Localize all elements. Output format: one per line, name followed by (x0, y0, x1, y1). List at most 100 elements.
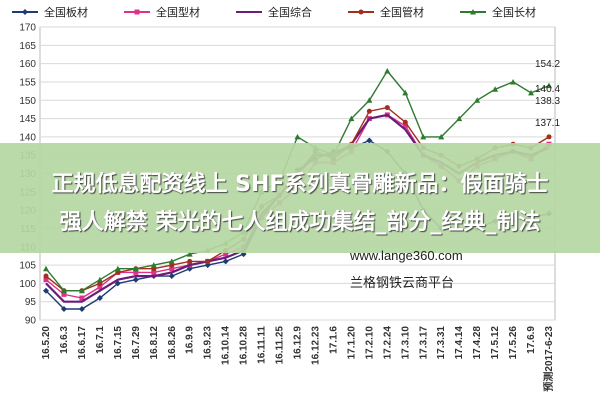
x-tick-label: 17.5.12 (490, 326, 501, 360)
x-tick-label: 16.8.12 (149, 326, 160, 360)
x-tick-label: 17.1.20 (346, 326, 357, 360)
data-point (402, 89, 409, 96)
x-tick-label: 16.12.23 (310, 326, 321, 365)
data-point (438, 133, 445, 140)
y-tick-label: 100 (19, 279, 36, 290)
data-point (78, 287, 85, 294)
legend-item: 全国型材 (124, 5, 200, 19)
data-point (114, 265, 121, 272)
x-tick-label: 16.10.28 (239, 326, 250, 365)
watermark-platform: 兰格钢铁云商平台 (350, 276, 455, 291)
y-tick-label: 95 (25, 297, 37, 308)
data-point (186, 251, 193, 257)
data-point (169, 266, 175, 272)
x-tick-label: 17.4.28 (472, 326, 483, 360)
x-tick-label: 16.7.29 (131, 326, 142, 360)
legend-label: 全国长材 (492, 5, 536, 19)
y-tick-label: 155 (19, 77, 36, 88)
data-point (384, 105, 390, 111)
data-point (402, 119, 408, 125)
y-tick-label: 140 (19, 132, 36, 143)
y-tick-label: 90 (25, 316, 37, 327)
x-tick-label: 16.12.9 (293, 326, 304, 360)
data-point (348, 115, 355, 122)
data-point (60, 287, 67, 294)
data-point (168, 258, 175, 264)
y-tick-label: 150 (19, 96, 36, 107)
x-tick-label: 17.3.17 (418, 326, 429, 360)
legend-marker (134, 9, 140, 15)
y-tick-label: 145 (19, 114, 36, 125)
data-point (43, 273, 49, 279)
data-point (474, 97, 481, 103)
x-tick-label: 17.1.6 (328, 326, 339, 354)
x-tick-label: 16.8.26 (167, 326, 178, 360)
data-point (97, 284, 103, 290)
data-point (510, 78, 517, 85)
data-point (61, 291, 67, 297)
data-point (187, 258, 193, 264)
data-point (78, 306, 85, 313)
chart-legend: 全国板材 全国型材 全国综合 全国管材 全国长材 (12, 5, 536, 19)
data-point (43, 265, 49, 272)
data-point (43, 277, 49, 283)
data-point (168, 273, 175, 280)
data-point (79, 295, 85, 301)
end-value-label: 138.3 (535, 96, 560, 107)
x-tick-label: 16.9.9 (185, 326, 196, 354)
x-tick-label: 17.4.14 (454, 326, 465, 360)
x-tick-label: 16.6.3 (59, 326, 70, 354)
overlay-banner (0, 143, 600, 253)
x-tick-label: 17.3.10 (400, 326, 411, 360)
data-point (96, 295, 103, 302)
legend-item: 全国长材 (460, 5, 536, 19)
end-value-label: 140.4 (535, 84, 560, 95)
banner-text-line-2: 强人解禁 荣光的七人组成功集结_部分_经典_制法 (59, 210, 541, 235)
data-point (366, 108, 372, 114)
data-point (420, 133, 427, 140)
end-value-label: 137.1 (535, 118, 560, 129)
data-point (222, 258, 229, 265)
data-point (132, 265, 139, 272)
x-tick-label: 17.3.31 (436, 326, 447, 360)
legend-label: 全国管材 (380, 5, 424, 19)
data-point (133, 269, 139, 275)
x-tick-label: 16.10.14 (221, 326, 232, 365)
x-tick-label: 17.6.9 (526, 326, 537, 354)
legend-item: 全国管材 (348, 5, 424, 19)
data-point (528, 89, 535, 96)
y-tick-label: 170 (19, 23, 36, 34)
end-value-label: 154.2 (535, 59, 560, 70)
data-point (151, 269, 157, 275)
legend-marker (22, 9, 28, 15)
x-tick-label: 16.6.17 (77, 326, 88, 360)
data-point (492, 86, 499, 92)
y-tick-label: 160 (19, 59, 36, 70)
x-tick-label: 预测2017-6-23 (542, 326, 555, 392)
x-tick-label: 17.2.10 (364, 326, 375, 360)
data-point (402, 123, 408, 129)
data-point (205, 258, 211, 264)
data-point (546, 134, 552, 140)
x-axis: 16.5.20 16.6.3 16.6.17 16.7.1 16.7.15 16.7.29… (41, 326, 555, 392)
x-tick-label: 17.5.26 (508, 326, 519, 360)
data-point (366, 97, 373, 103)
x-tick-label: 16.11.11 (257, 326, 268, 364)
watermark-url: www.lange360.com (350, 248, 463, 263)
data-point (546, 82, 552, 89)
data-point (223, 251, 229, 257)
x-tick-label: 16.11.25 (275, 326, 286, 365)
legend-label: 全国综合 (268, 5, 312, 19)
data-point (150, 262, 157, 268)
y-tick-label: 105 (19, 261, 36, 272)
data-point (366, 137, 373, 144)
data-point (96, 276, 103, 283)
data-point (132, 276, 139, 283)
x-tick-label: 17.2.24 (382, 326, 393, 360)
data-point (456, 115, 463, 122)
legend-item: 全国综合 (236, 5, 312, 19)
legend-item: 全国板材 (12, 5, 88, 19)
x-tick-label: 16.7.1 (95, 326, 106, 354)
x-tick-label: 16.9.23 (203, 326, 214, 360)
